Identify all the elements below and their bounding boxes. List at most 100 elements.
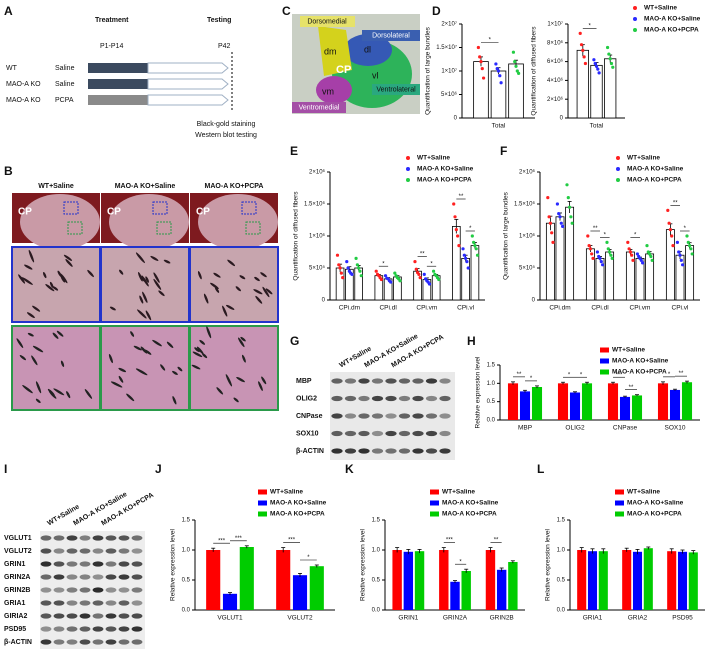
data-point: [480, 67, 484, 71]
band: [131, 548, 143, 554]
band: [66, 548, 78, 554]
arrow: [147, 62, 229, 74]
panel-letter: L: [537, 462, 544, 476]
bar: [557, 383, 569, 420]
legend-marker: [258, 511, 267, 517]
band: [371, 378, 384, 384]
band: [331, 448, 343, 454]
band: [439, 448, 451, 454]
panel-letter: J: [155, 462, 162, 476]
data-point: [398, 279, 402, 283]
fiber: [214, 286, 220, 293]
fiber: [163, 259, 171, 264]
significance: **: [673, 200, 678, 206]
y-tick-label: 5×10⁵: [519, 265, 536, 272]
band: [331, 395, 343, 402]
band: [385, 448, 397, 454]
data-point: [667, 221, 671, 225]
band: [131, 535, 143, 541]
legend-label: WT+Saline: [417, 155, 450, 162]
bar: [473, 61, 489, 119]
bar: [292, 575, 308, 610]
arrow: [147, 94, 229, 106]
band: [92, 613, 104, 619]
fiber: [133, 345, 142, 351]
data-point: [427, 282, 432, 286]
bar: [555, 216, 565, 301]
roi: [63, 201, 79, 215]
bar: [569, 392, 581, 420]
data-point: [608, 57, 612, 61]
significance: *: [604, 232, 607, 238]
bar: [508, 63, 524, 119]
micrograph: [189, 325, 279, 411]
x-tick-label: VGLUT1: [217, 615, 243, 622]
y-tick-label: 0.0: [182, 608, 191, 614]
legend-label: MAO-A KO+Saline: [627, 500, 684, 507]
band: [105, 535, 117, 541]
band: [331, 378, 343, 384]
band: [358, 395, 370, 402]
data-point: [592, 58, 596, 62]
data-point: [678, 253, 682, 257]
band: [131, 587, 143, 593]
data-point: [472, 240, 476, 244]
band: [40, 574, 52, 580]
legend-label: MAO-A KO+Saline: [612, 358, 669, 365]
band: [40, 548, 52, 554]
fiber: [152, 339, 162, 347]
data-point: [570, 221, 574, 225]
protein-label: SOX10: [296, 430, 319, 437]
y-tick-label: 1×10⁶: [519, 233, 536, 240]
period: P42: [218, 43, 231, 50]
data-point: [569, 215, 573, 219]
region-label: Dorsolateral: [372, 32, 410, 39]
fiber: [19, 355, 27, 361]
bar: [507, 383, 519, 420]
fiber: [239, 275, 246, 280]
band: [344, 448, 357, 454]
band: [79, 613, 91, 619]
fiber: [236, 376, 245, 383]
band: [105, 639, 117, 645]
fiber: [191, 364, 201, 370]
micrograph: [100, 246, 190, 323]
x-tick-label: CPi.vl: [672, 305, 690, 312]
fiber: [177, 366, 183, 372]
data-point: [609, 253, 613, 257]
band: [412, 430, 424, 437]
fiber: [197, 271, 202, 280]
bar: [276, 550, 291, 610]
drug: Saline: [55, 81, 75, 88]
bar: [439, 550, 449, 610]
data-point: [339, 271, 343, 275]
y-tick-label: 1×10⁶: [309, 233, 326, 240]
data-point: [601, 263, 605, 267]
data-point: [350, 272, 354, 276]
subregion: dm: [324, 46, 337, 56]
legend-label: WT+Saline: [627, 489, 660, 496]
fiber: [240, 336, 246, 342]
x-tick-label: GRIN2B: [490, 615, 514, 622]
fiber: [27, 332, 34, 337]
band: [412, 413, 424, 419]
bar: [222, 593, 238, 610]
fiber: [137, 309, 147, 319]
legend-marker: [258, 489, 267, 495]
band: [40, 561, 52, 567]
data-point: [495, 67, 499, 71]
data-point: [514, 64, 518, 68]
band: [53, 587, 65, 593]
y-tick-label: 0: [560, 116, 564, 122]
test: Western blot testing: [195, 132, 257, 139]
significance: *: [580, 372, 583, 378]
band: [331, 430, 343, 437]
fiber: [194, 347, 200, 353]
region-box: [300, 16, 355, 27]
band: [105, 574, 117, 580]
y-tick-label: 4×10⁶: [547, 77, 564, 84]
fiber: [32, 345, 44, 353]
band: [131, 626, 143, 632]
band: [118, 561, 130, 567]
data-point: [593, 61, 597, 66]
